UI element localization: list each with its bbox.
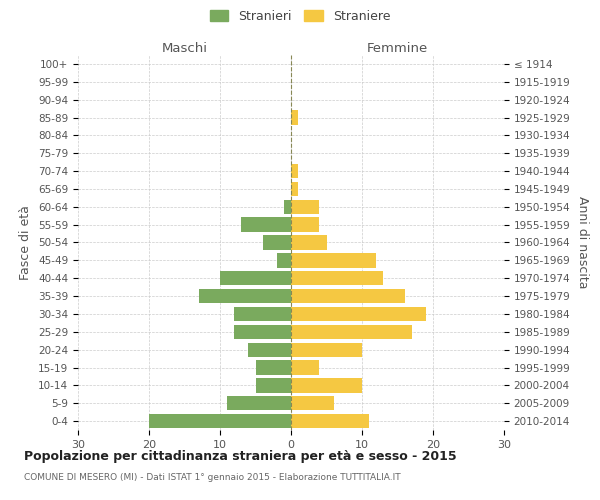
- Bar: [234, 324, 291, 339]
- Bar: [263, 236, 291, 250]
- Bar: [227, 396, 291, 410]
- Text: Maschi: Maschi: [161, 42, 208, 55]
- Bar: [241, 218, 291, 232]
- Text: COMUNE DI MESERO (MI) - Dati ISTAT 1° gennaio 2015 - Elaborazione TUTTITALIA.IT: COMUNE DI MESERO (MI) - Dati ISTAT 1° ge…: [24, 472, 401, 482]
- Bar: [291, 200, 319, 214]
- Bar: [291, 396, 334, 410]
- Bar: [291, 414, 369, 428]
- Bar: [291, 253, 376, 268]
- Text: Popolazione per cittadinanza straniera per età e sesso - 2015: Popolazione per cittadinanza straniera p…: [24, 450, 457, 463]
- Bar: [284, 200, 291, 214]
- Bar: [199, 289, 291, 303]
- Bar: [291, 378, 362, 392]
- Bar: [234, 307, 291, 321]
- Bar: [277, 253, 291, 268]
- Legend: Stranieri, Straniere: Stranieri, Straniere: [206, 6, 394, 26]
- Bar: [149, 414, 291, 428]
- Bar: [291, 307, 426, 321]
- Bar: [291, 182, 298, 196]
- Bar: [291, 289, 404, 303]
- Bar: [291, 164, 298, 178]
- Bar: [291, 360, 319, 374]
- Text: Femmine: Femmine: [367, 42, 428, 55]
- Bar: [291, 342, 362, 357]
- Bar: [291, 324, 412, 339]
- Bar: [291, 110, 298, 124]
- Bar: [256, 378, 291, 392]
- Bar: [248, 342, 291, 357]
- Bar: [256, 360, 291, 374]
- Bar: [291, 236, 326, 250]
- Bar: [291, 271, 383, 285]
- Y-axis label: Fasce di età: Fasce di età: [19, 205, 32, 280]
- Bar: [220, 271, 291, 285]
- Y-axis label: Anni di nascita: Anni di nascita: [576, 196, 589, 289]
- Bar: [291, 218, 319, 232]
